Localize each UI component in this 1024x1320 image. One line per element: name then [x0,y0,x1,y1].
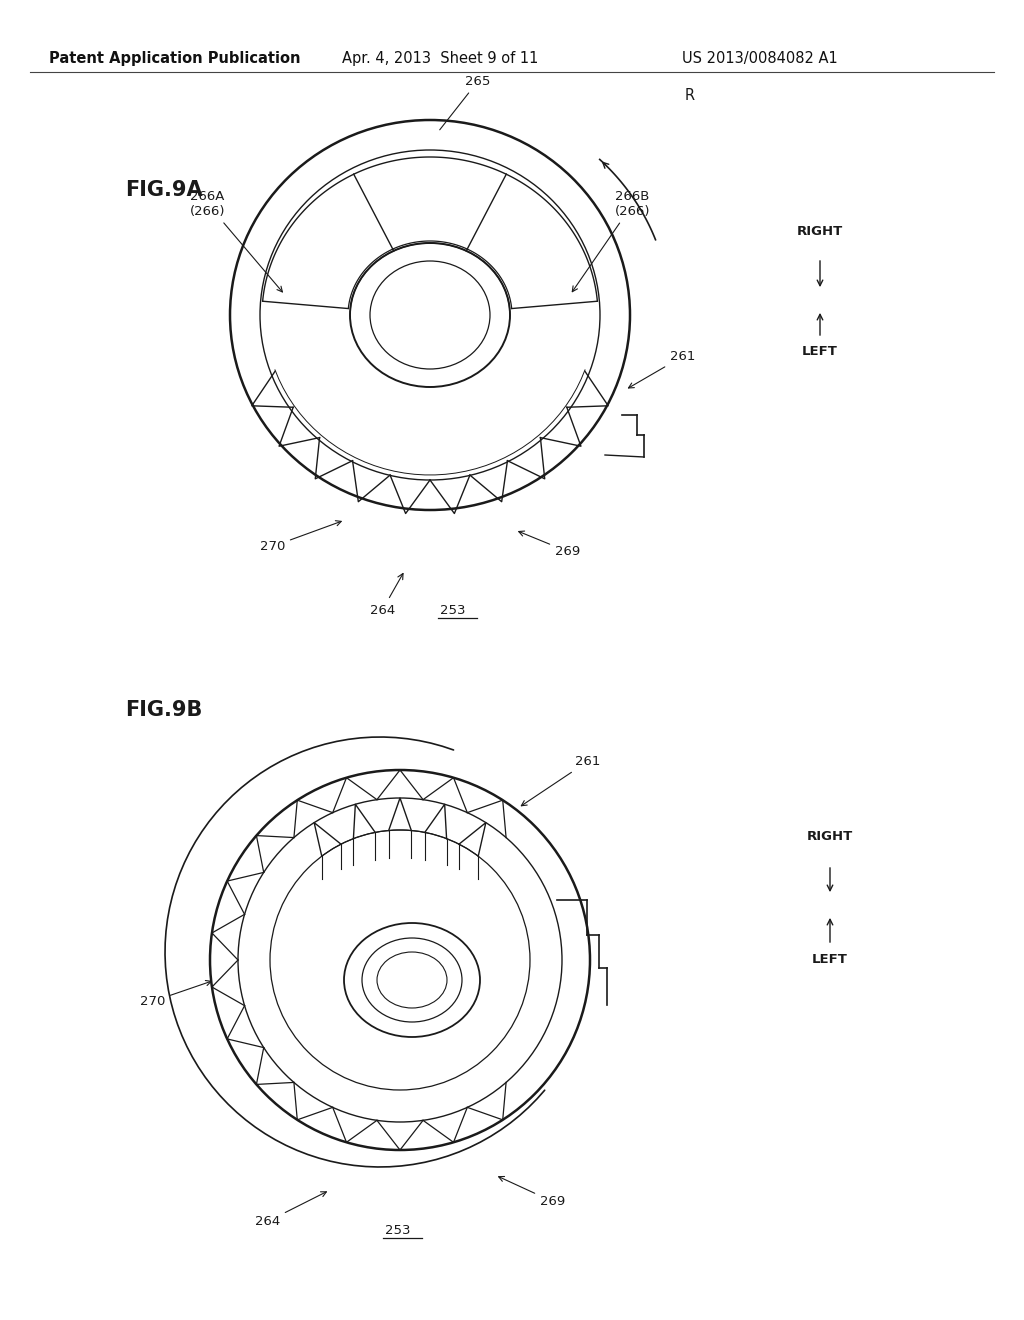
Text: 270: 270 [139,981,211,1008]
Text: LEFT: LEFT [802,345,838,358]
Text: 264: 264 [370,603,395,616]
Text: R: R [685,87,695,103]
Text: LEFT: LEFT [812,953,848,966]
Text: 253: 253 [440,603,466,616]
Text: 269: 269 [499,1176,565,1208]
Text: FIG.9B: FIG.9B [125,700,203,719]
Text: 265: 265 [439,75,490,129]
Text: 261: 261 [521,755,600,805]
Text: RIGHT: RIGHT [807,830,853,843]
Text: 264: 264 [255,1192,327,1228]
Text: 266B
(266): 266B (266) [572,190,650,292]
Text: 266A
(266): 266A (266) [190,190,283,292]
Text: Patent Application Publication: Patent Application Publication [49,50,301,66]
Text: US 2013/0084082 A1: US 2013/0084082 A1 [682,50,838,66]
Text: FIG.9A: FIG.9A [125,180,203,201]
Text: RIGHT: RIGHT [797,224,843,238]
Text: 253: 253 [385,1224,411,1237]
Text: 261: 261 [629,350,695,388]
Text: 269: 269 [519,531,581,558]
Text: Apr. 4, 2013  Sheet 9 of 11: Apr. 4, 2013 Sheet 9 of 11 [342,50,539,66]
Text: 270: 270 [260,520,341,553]
